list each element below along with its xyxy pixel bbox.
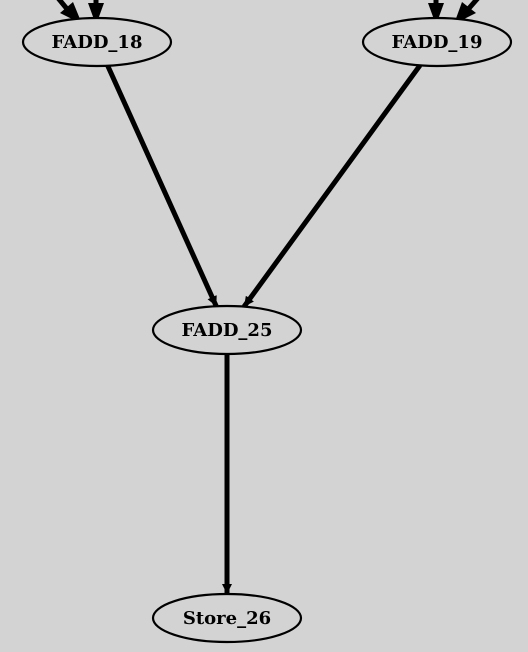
nodes: FADD_18 FADD_19 FADD_25 Store_26 [21,16,513,644]
node-fadd-19[interactable]: FADD_19 [361,16,513,68]
edge-fadd-19-to-fadd-25 [242,63,422,309]
edge-fadd-18-to-fadd-25 [105,64,219,308]
node-store-26[interactable]: Store_26 [151,592,303,644]
node-fadd-25[interactable]: FADD_25 [151,304,303,356]
node-fadd-18[interactable]: FADD_18 [21,16,173,68]
node-store-26-shape [151,592,303,644]
node-fadd-25-label: FADD_25 [182,320,273,341]
node-fadd-25-shape [151,304,303,356]
node-fadd-19-label: FADD_19 [392,32,483,53]
edges [105,63,422,594]
node-fadd-19-shape [361,16,513,68]
node-store-26-label: Store_26 [183,608,271,629]
node-fadd-18-label: FADD_18 [52,32,143,53]
node-fadd-18-shape [21,16,173,68]
edge-incoming-fadd19-a-arrowhead [428,3,444,25]
edge-incoming-fadd18-b-arrowhead [88,3,104,25]
